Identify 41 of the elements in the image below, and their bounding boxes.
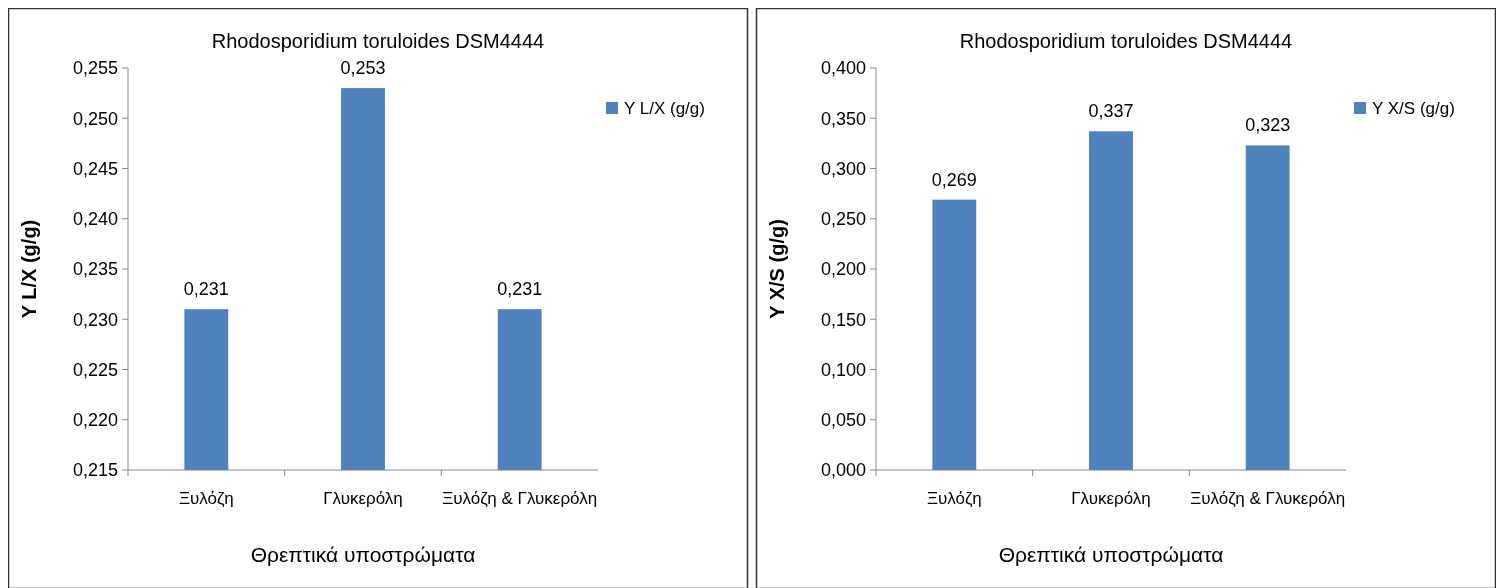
y-tick-label: 0,050	[820, 410, 866, 431]
y-tick-label: 0,235	[72, 259, 118, 280]
x-tick-label: Ξυλόζη	[926, 489, 982, 508]
x-axis-title: Θρεπτικά υποστρώματα	[250, 543, 476, 566]
data-label: 0,231	[497, 279, 543, 300]
y-tick-label: 0,225	[72, 359, 118, 380]
y-tick-label: 0,350	[820, 108, 866, 129]
y-tick-label: 0,220	[72, 410, 118, 431]
bar	[932, 199, 977, 470]
x-tick-label: Ξυλόζη	[178, 489, 234, 508]
y-tick-label: 0,100	[820, 359, 866, 380]
x-tick-label: Γλυκερόλη	[1071, 489, 1151, 508]
y-tick-label: 0,000	[820, 460, 866, 481]
x-axis-title: Θρεπτικά υποστρώματα	[998, 543, 1224, 566]
data-label: 0,323	[1245, 115, 1291, 136]
bar	[1089, 131, 1133, 470]
bar	[1245, 145, 1290, 470]
y-tick-label: 0,240	[72, 209, 118, 230]
y-tick-label: 0,250	[820, 209, 866, 230]
y-tick-label: 0,215	[72, 460, 118, 481]
y-tick-label: 0,150	[820, 309, 866, 330]
data-label: 0,231	[183, 279, 229, 300]
legend-label: Y X/S (g/g)	[1372, 98, 1455, 118]
y-tick-label: 0,230	[72, 309, 118, 330]
data-label: 0,337	[1088, 101, 1134, 122]
y-tick-label: 0,255	[72, 58, 118, 79]
legend-label: Y L/X (g/g)	[624, 98, 705, 118]
chart-title: Rhodosporidium toruloides DSM4444	[211, 30, 545, 52]
data-label: 0,269	[931, 169, 977, 190]
y-tick-label: 0,245	[72, 158, 118, 179]
y-axis-title: Y L/X (g/g)	[18, 219, 40, 319]
x-tick-label: Ξυλόζη & Γλυκερόλη	[442, 489, 598, 508]
chart-title: Rhodosporidium toruloides DSM4444	[959, 30, 1293, 52]
y-tick-label: 0,400	[820, 58, 866, 79]
y-tick-label: 0,300	[820, 158, 866, 179]
x-tick-label: Γλυκερόλη	[323, 489, 403, 508]
data-label: 0,253	[340, 58, 386, 79]
y-tick-label: 0,250	[72, 108, 118, 129]
y-tick-label: 0,200	[820, 259, 866, 280]
y-axis-title: Y X/S (g/g)	[766, 219, 788, 319]
x-tick-label: Ξυλόζη & Γλυκερόλη	[1190, 489, 1346, 508]
